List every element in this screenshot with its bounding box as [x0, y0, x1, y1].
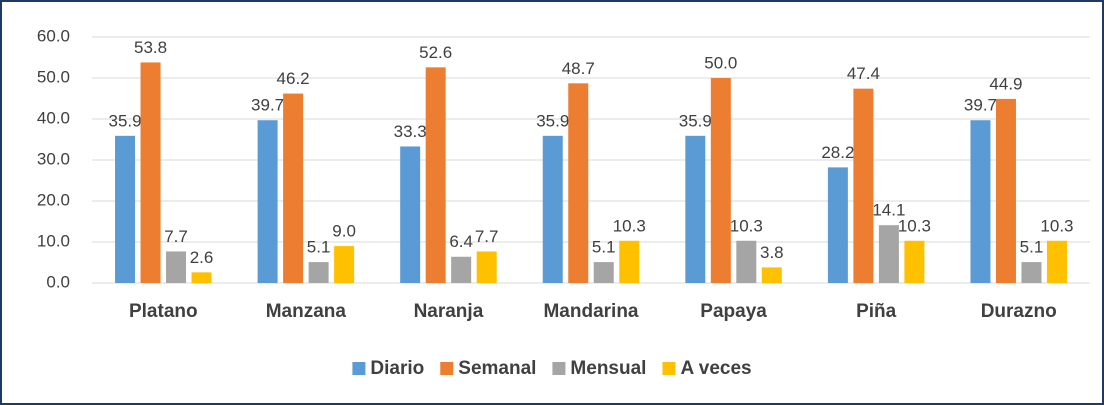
- bar: [451, 256, 472, 283]
- legend-label: Semanal: [458, 358, 536, 379]
- data-label: 46.2: [277, 69, 310, 88]
- bar: [1021, 262, 1042, 283]
- data-label: 10.3: [613, 216, 646, 235]
- x-tick-label: Manzana: [266, 301, 347, 322]
- bar: [568, 83, 589, 283]
- bar: [995, 98, 1016, 283]
- bar: [542, 135, 563, 283]
- y-tick-label: 30.0: [37, 149, 70, 168]
- x-tick-label: Durazno: [981, 301, 1057, 322]
- data-label: 33.3: [394, 122, 427, 141]
- data-label: 35.9: [536, 111, 569, 130]
- bar: [400, 146, 421, 283]
- bar: [619, 240, 640, 283]
- y-tick-label: 50.0: [37, 67, 70, 86]
- bar: [878, 225, 899, 283]
- data-label: 7.7: [164, 227, 188, 246]
- data-label: 10.3: [1040, 216, 1073, 235]
- data-label: 7.7: [475, 227, 499, 246]
- data-label: 39.7: [251, 96, 284, 115]
- bar: [283, 93, 304, 283]
- x-tick-label: Papaya: [700, 301, 767, 322]
- data-label: 28.2: [821, 143, 854, 162]
- bar: [257, 120, 278, 283]
- y-tick-label: 20.0: [37, 190, 70, 209]
- data-label: 9.0: [332, 222, 356, 241]
- data-label: 48.7: [562, 59, 595, 78]
- y-tick-label: 60.0: [37, 26, 70, 45]
- data-label: 35.9: [679, 111, 712, 130]
- bar: [761, 267, 782, 283]
- data-label: 10.3: [730, 216, 763, 235]
- bar: [853, 88, 874, 283]
- legend-swatch: [552, 362, 566, 375]
- legend-label: Diario: [370, 358, 424, 379]
- bar: [710, 78, 731, 283]
- data-label: 5.1: [1020, 238, 1044, 257]
- bar: [593, 262, 614, 283]
- data-label: 50.0: [704, 53, 737, 72]
- data-label: 5.1: [592, 238, 616, 257]
- data-label: 3.8: [760, 243, 784, 262]
- bar: [191, 272, 212, 283]
- bar: [685, 135, 706, 283]
- legend-label: Mensual: [570, 358, 646, 379]
- bar: [904, 240, 925, 283]
- data-label: 53.8: [134, 38, 167, 57]
- bar: [334, 246, 355, 283]
- bar: [425, 67, 446, 283]
- y-tick-label: 40.0: [37, 108, 70, 127]
- data-label: 47.4: [847, 64, 880, 83]
- y-tick-label: 0.0: [46, 272, 70, 291]
- data-label: 2.6: [190, 248, 214, 267]
- data-label: 52.6: [419, 43, 452, 62]
- bar: [115, 135, 136, 283]
- x-tick-label: Naranja: [414, 301, 484, 322]
- x-tick-label: Piña: [856, 301, 897, 322]
- legend-swatch: [662, 362, 676, 375]
- bar: [140, 62, 161, 283]
- bar: [827, 167, 848, 283]
- bar: [308, 262, 329, 283]
- data-label: 10.3: [898, 216, 931, 235]
- x-tick-label: Platano: [129, 301, 198, 322]
- bar: [736, 240, 757, 283]
- data-label: 5.1: [307, 238, 331, 257]
- bar: [970, 120, 991, 283]
- data-label: 39.7: [964, 96, 997, 115]
- bar: [166, 251, 187, 283]
- bar: [476, 251, 497, 283]
- legend-swatch: [440, 362, 454, 375]
- data-label: 44.9: [989, 74, 1022, 93]
- data-label: 6.4: [449, 232, 473, 251]
- bar: [1046, 240, 1067, 283]
- legend-label: A veces: [680, 358, 751, 379]
- data-label: 14.1: [872, 201, 905, 220]
- legend-swatch: [352, 362, 366, 375]
- x-tick-label: Mandarina: [543, 301, 638, 322]
- y-tick-label: 10.0: [37, 231, 70, 250]
- data-label: 35.9: [108, 111, 141, 130]
